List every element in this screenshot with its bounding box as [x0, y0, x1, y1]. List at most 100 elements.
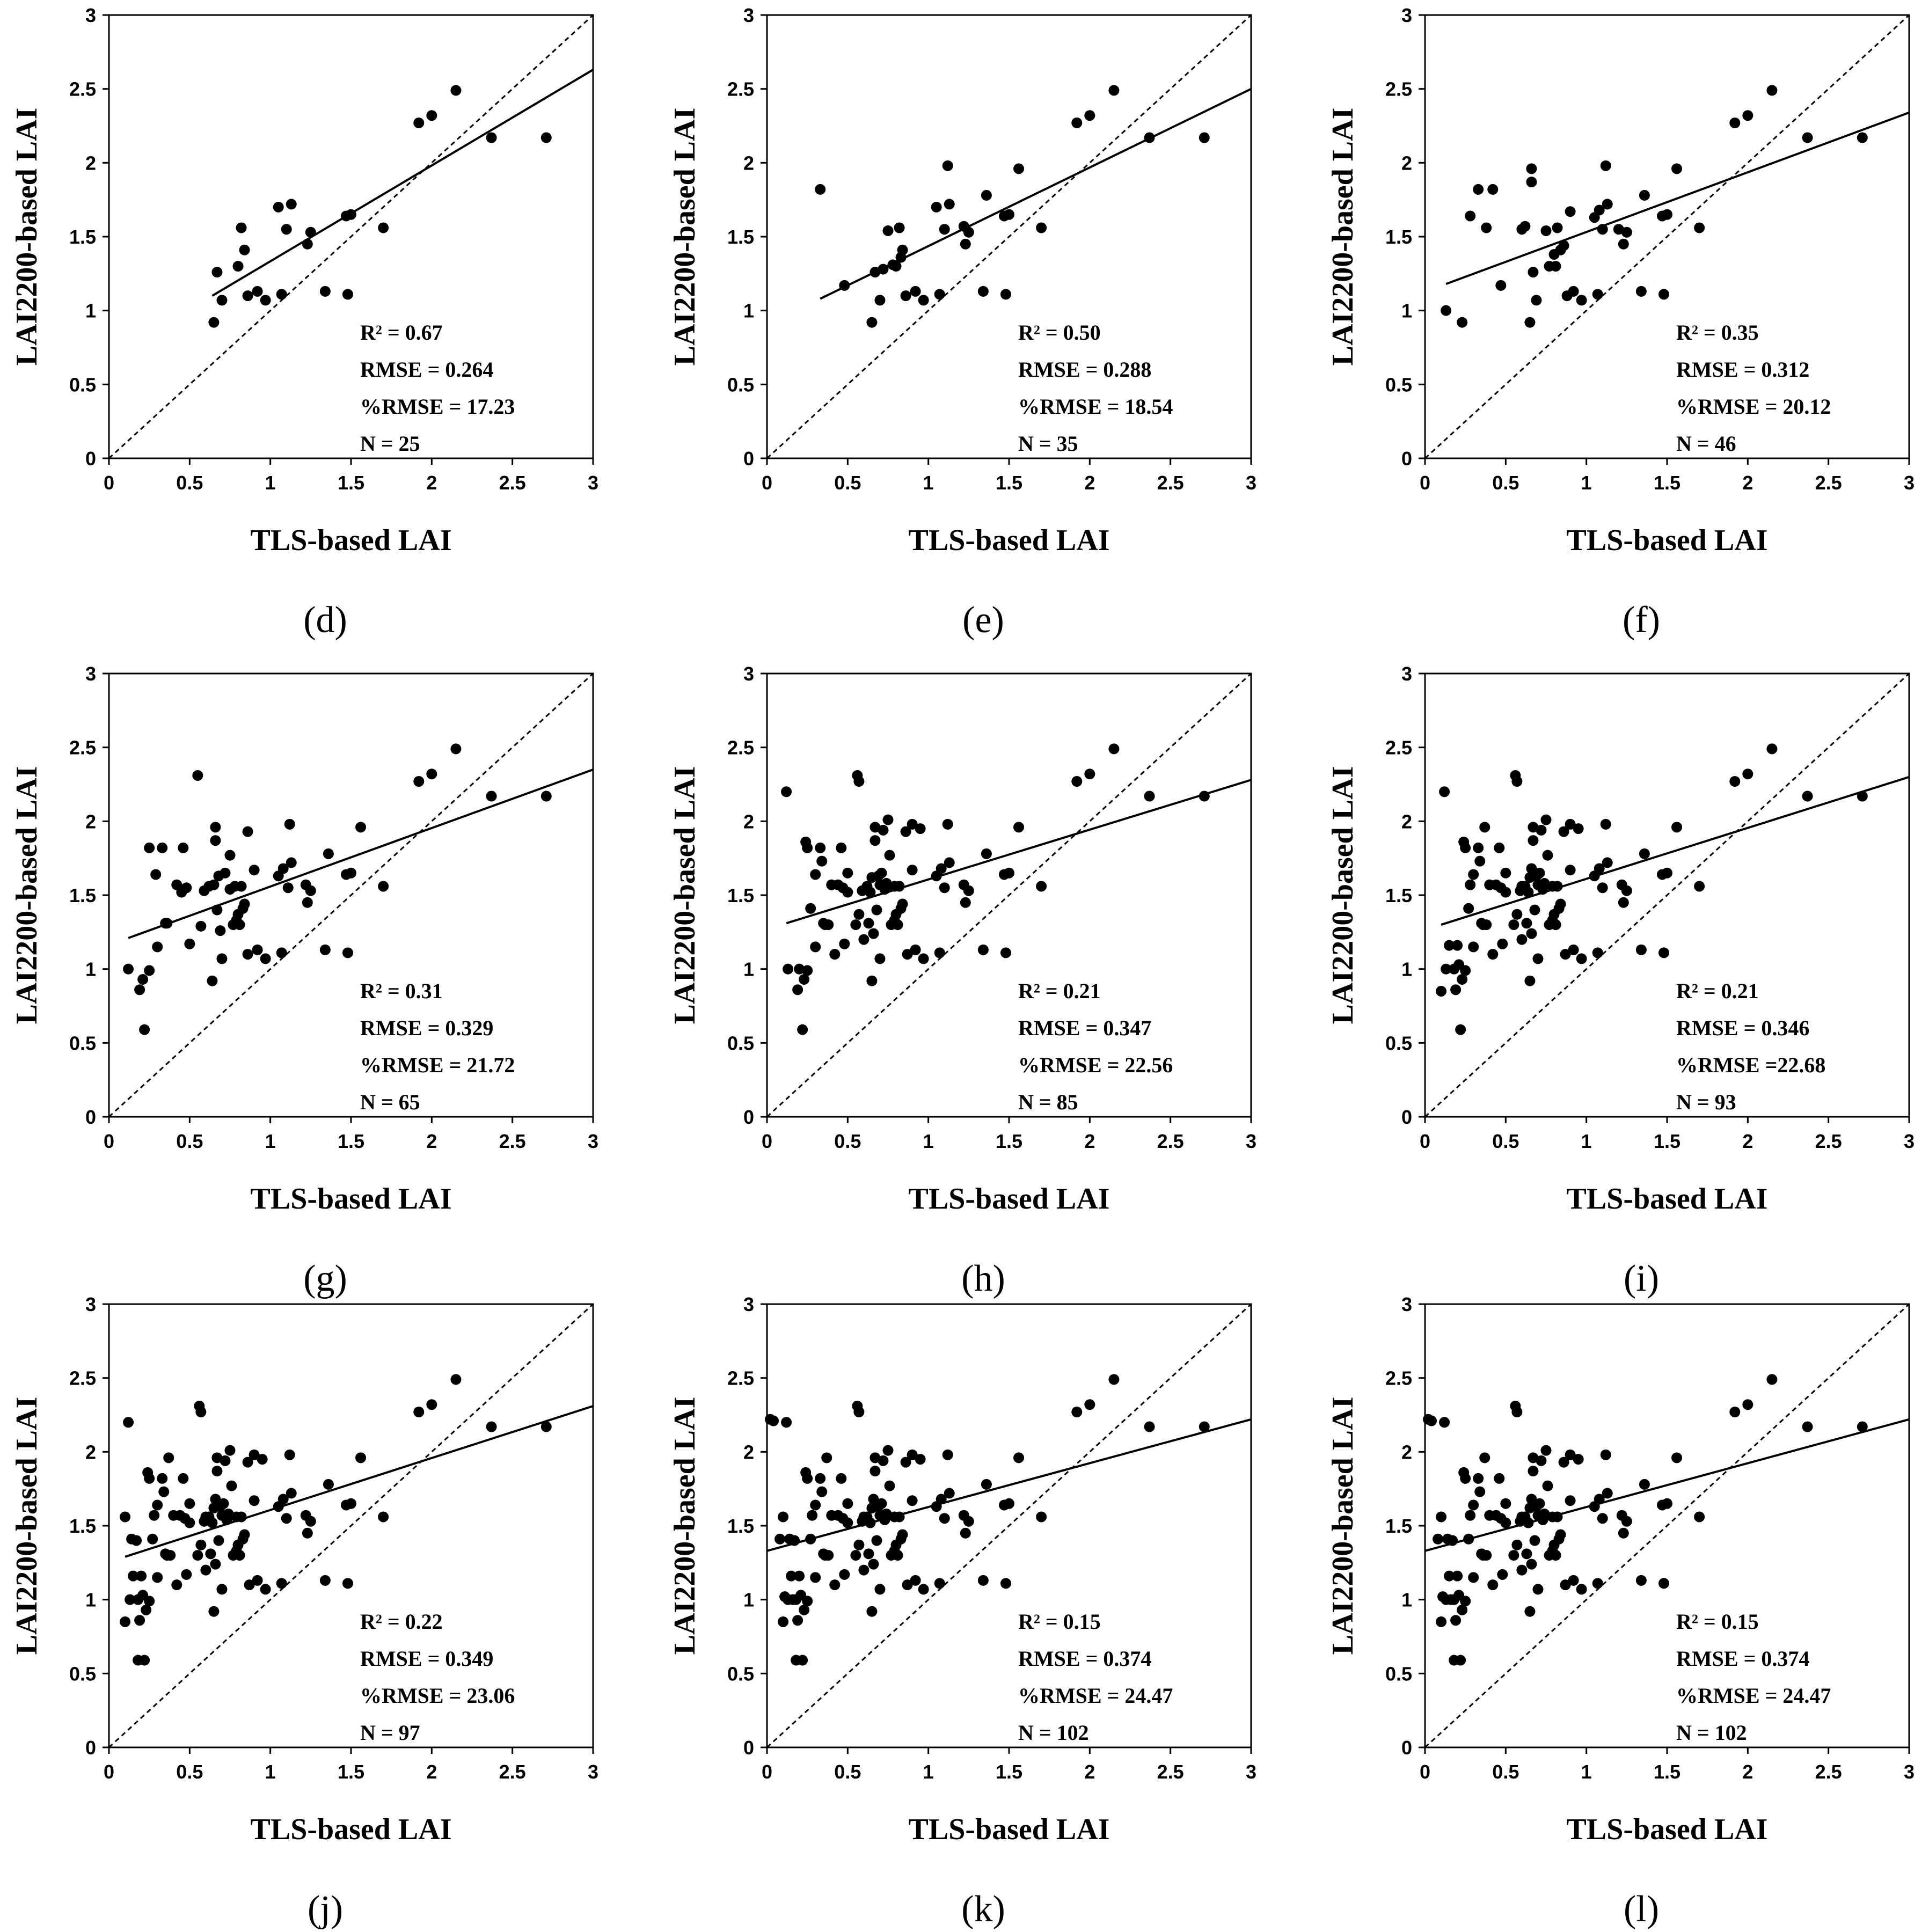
- x-tick-label: 2: [1742, 472, 1753, 494]
- data-point: [1618, 1527, 1629, 1539]
- data-point: [450, 1374, 462, 1385]
- data-point: [413, 117, 425, 128]
- data-point: [1516, 934, 1528, 945]
- data-point: [1534, 867, 1545, 879]
- y-tick-label: 0.5: [1385, 1663, 1412, 1685]
- data-point: [829, 949, 841, 960]
- data-point: [1511, 1406, 1523, 1417]
- data-point: [868, 1494, 879, 1505]
- data-point: [1199, 132, 1210, 143]
- stat-text: %RMSE = 18.54: [1018, 394, 1173, 419]
- stat-text: %RMSE = 24.47: [1676, 1684, 1831, 1708]
- data-point: [239, 1529, 250, 1540]
- x-axis-title: TLS-based LAI: [250, 1182, 451, 1216]
- data-point: [1592, 947, 1603, 958]
- panel-label: (k): [961, 1889, 1005, 1930]
- data-point: [884, 1480, 895, 1491]
- data-point: [302, 238, 313, 250]
- data-point: [139, 1655, 150, 1666]
- data-point: [1542, 850, 1553, 861]
- x-axis-title: TLS-based LAI: [908, 524, 1109, 557]
- x-tick-label: 2: [1084, 472, 1095, 494]
- data-point: [939, 1513, 950, 1524]
- data-point: [1560, 949, 1571, 960]
- data-point: [878, 1455, 889, 1466]
- data-point: [342, 947, 353, 958]
- data-point: [815, 184, 826, 195]
- y-tick-label: 2: [743, 152, 754, 174]
- y-axis-title: LAI2200-based LAI: [1326, 108, 1360, 366]
- data-point: [1500, 887, 1511, 898]
- chart-panel: 0 0.5 1 1.5 2 2.5 3 0 0.5 1 1.5 2 2.5 3 R² = 0.50 RMSE …: [668, 4, 1256, 641]
- data-point: [1534, 1498, 1545, 1509]
- data-point: [277, 1494, 289, 1505]
- data-point: [242, 290, 253, 302]
- data-point: [1552, 1511, 1563, 1523]
- data-point: [876, 867, 887, 879]
- data-point: [1036, 881, 1047, 892]
- stat-text: N = 25: [360, 431, 420, 456]
- y-tick-label: 2: [1401, 152, 1412, 174]
- data-point: [260, 295, 271, 306]
- data-point: [1144, 791, 1155, 802]
- data-point: [900, 826, 911, 837]
- x-tick-label: 0.5: [176, 1761, 203, 1783]
- y-tick-label: 1: [1401, 1589, 1412, 1611]
- data-point: [181, 1569, 192, 1580]
- y-tick-label: 3: [1401, 1293, 1412, 1315]
- x-axis-title: TLS-based LAI: [250, 524, 451, 557]
- data-point: [781, 786, 792, 797]
- x-tick-label: 3: [1246, 1130, 1256, 1152]
- data-point: [863, 918, 874, 929]
- data-point: [1004, 1498, 1014, 1509]
- data-point: [820, 1550, 831, 1561]
- data-point: [355, 1452, 367, 1463]
- x-tick-label: 2.5: [1815, 472, 1842, 494]
- data-point: [829, 1579, 841, 1591]
- data-point: [1500, 1498, 1511, 1509]
- data-point: [216, 295, 228, 306]
- stat-text: RMSE = 0.374: [1676, 1646, 1809, 1671]
- x-tick-label: 0: [1420, 1130, 1430, 1152]
- x-tick-label: 1.5: [338, 1761, 364, 1783]
- x-tick-label: 0.5: [1492, 1130, 1519, 1152]
- data-point: [260, 1584, 271, 1595]
- y-tick-label: 0: [1401, 1106, 1412, 1128]
- data-point: [942, 818, 953, 830]
- data-point: [1528, 267, 1539, 278]
- panel-label: (j): [308, 1889, 343, 1930]
- y-tick-label: 2: [743, 1441, 754, 1463]
- data-point: [211, 1452, 223, 1463]
- data-point: [1526, 863, 1537, 874]
- data-point: [960, 1527, 971, 1539]
- data-point: [134, 1615, 145, 1626]
- data-point: [144, 1596, 155, 1607]
- x-tick-label: 3: [1904, 472, 1915, 494]
- data-point: [839, 938, 850, 949]
- data-point: [426, 110, 437, 121]
- data-point: [213, 1535, 224, 1546]
- data-point: [1658, 289, 1669, 300]
- data-point: [1729, 1406, 1741, 1417]
- data-point: [1013, 1452, 1025, 1463]
- y-tick-label: 1.5: [727, 226, 754, 248]
- data-point: [540, 1421, 552, 1432]
- data-point: [123, 1417, 134, 1428]
- data-point: [200, 1511, 211, 1523]
- data-point: [224, 1445, 236, 1456]
- data-point: [853, 775, 865, 787]
- y-tick-label: 2: [85, 810, 96, 832]
- data-point: [137, 974, 149, 985]
- x-tick-label: 3: [1246, 472, 1256, 494]
- data-point: [211, 904, 223, 916]
- data-point: [858, 1564, 869, 1576]
- data-point: [249, 1449, 260, 1460]
- x-tick-label: 1: [265, 472, 276, 494]
- data-point: [1487, 949, 1499, 960]
- data-point: [1511, 775, 1523, 787]
- stat-text: N = 93: [1676, 1090, 1736, 1114]
- data-point: [1671, 1452, 1683, 1463]
- data-point: [1444, 1570, 1455, 1582]
- data-point: [1694, 222, 1705, 233]
